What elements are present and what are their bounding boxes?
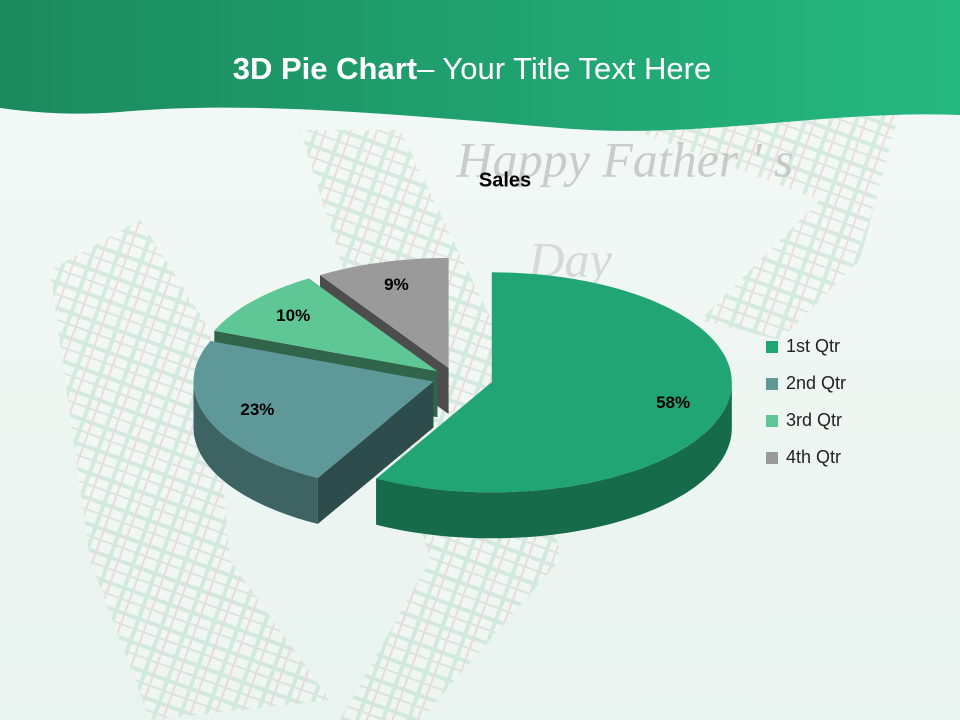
legend-swatch (766, 341, 778, 353)
legend-swatch (766, 378, 778, 390)
data-label: 10% (276, 306, 310, 325)
pie-slice (193, 341, 434, 524)
slice-side (193, 381, 318, 524)
decoration-text: Happy Father ' s (455, 131, 793, 187)
data-label: 9% (384, 275, 409, 294)
slice-top (376, 272, 732, 493)
slice-side (376, 382, 732, 539)
legend-swatch (766, 415, 778, 427)
legend-label: 2nd Qtr (786, 373, 846, 393)
slice-top (193, 341, 434, 478)
legend-label: 3rd Qtr (786, 410, 842, 430)
title-rest: – Your Title Text Here (417, 51, 711, 86)
legend-swatch (766, 452, 778, 464)
title-bold: 3D Pie Chart (233, 51, 417, 86)
header-banner (0, 0, 960, 131)
slide-title: 3D Pie Chart– Your Title Text Here (233, 51, 711, 86)
data-label: 23% (240, 400, 274, 419)
data-label: 58% (656, 393, 690, 412)
slice-top (214, 278, 438, 372)
chart-title: Sales (479, 169, 531, 191)
legend-label: 1st Qtr (786, 336, 840, 356)
slice-top (320, 258, 449, 368)
pie-slice (376, 272, 732, 539)
legend-label: 4th Qtr (786, 447, 841, 467)
